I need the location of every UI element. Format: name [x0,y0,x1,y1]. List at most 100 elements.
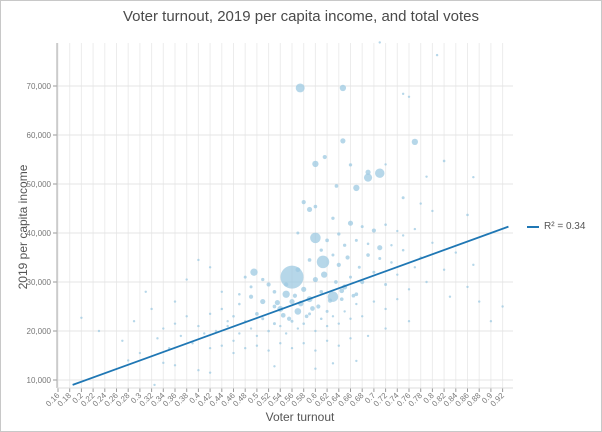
data-point [261,317,265,321]
data-point [266,282,271,287]
data-point [80,316,83,319]
y-tick-label: 30,000 [27,278,52,287]
data-point [255,312,259,316]
data-point [401,92,405,96]
data-point [340,138,346,144]
data-point [132,320,136,323]
data-point [144,290,147,293]
data-point [261,277,265,282]
data-point [351,293,356,298]
data-point [294,308,302,315]
data-point [349,317,352,320]
data-point [466,213,469,217]
data-point [310,306,315,311]
data-point [279,324,282,328]
data-point [282,290,290,298]
data-point [308,312,312,316]
data-point [306,206,313,213]
data-point [390,244,393,247]
data-point [312,160,319,168]
data-point [336,262,341,267]
data-point [363,173,373,182]
x-tick-label: 0.92 [489,391,507,409]
data-point [384,282,388,286]
data-point [478,300,481,303]
data-point [197,258,200,262]
data-point [290,319,294,323]
data-point [384,163,387,166]
data-point [435,53,439,57]
data-point [339,297,344,301]
data-point [401,196,405,200]
data-point [301,286,307,292]
data-point [243,275,247,279]
data-point [355,302,358,306]
data-point [279,342,282,345]
data-point [307,258,312,262]
data-point [272,322,276,326]
data-point [396,273,399,276]
data-point [162,361,165,365]
data-point [150,307,153,311]
data-point [349,337,352,340]
data-point [203,332,206,335]
data-point [331,216,335,220]
data-point [401,234,405,237]
data-point [401,248,405,252]
data-point [319,248,323,252]
data-point [378,41,381,44]
data-point [366,242,370,246]
data-point [208,346,212,350]
data-point [347,220,354,226]
data-point [156,337,159,340]
data-point [255,344,259,347]
data-point [331,362,335,365]
data-point [220,307,223,311]
data-point [357,265,361,269]
data-point [286,316,292,321]
y-tick-label: 10,000 [27,376,52,385]
legend-line-swatch [527,225,539,228]
data-point [255,334,259,338]
data-point [208,371,212,374]
data-point [448,295,452,298]
data-point [179,334,183,338]
data-point [313,204,318,209]
data-point [331,315,335,318]
data-point [316,304,321,309]
data-point [353,184,360,192]
data-point [345,255,350,260]
data-point [411,138,419,146]
data-point [501,305,504,308]
data-point [396,229,399,233]
data-point [302,322,305,325]
data-point [185,278,188,281]
data-point [249,285,253,289]
data-point [325,309,329,313]
data-point [321,271,328,278]
data-point [226,320,229,323]
data-point [272,304,277,309]
data-point [292,293,298,298]
data-point [337,322,340,325]
y-tick-label: 40,000 [27,229,52,238]
data-point [331,253,335,257]
data-point [289,299,295,305]
data-point [220,290,223,293]
legend-regression: R² = 0.34 [527,221,585,232]
data-point [390,261,393,264]
data-point [173,322,177,325]
data-point [361,315,364,318]
data-point [312,276,318,283]
data-point [431,209,434,213]
data-point [407,95,411,98]
data-point [267,349,270,352]
data-point [185,315,188,318]
data-point [472,263,475,267]
data-point [272,289,277,294]
data-point [360,225,364,229]
data-point [349,275,352,279]
data-point [325,238,329,243]
